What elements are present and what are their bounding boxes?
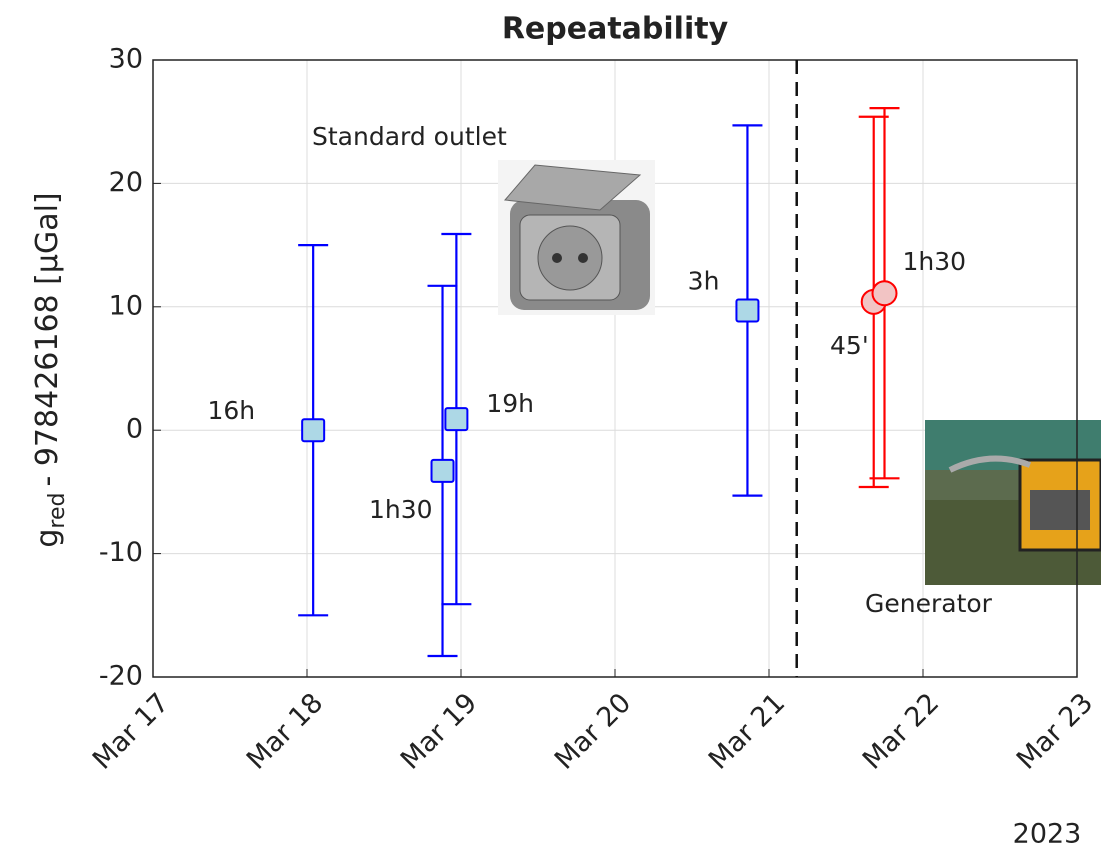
marker	[301, 418, 326, 443]
y-tick-label: 10	[109, 290, 143, 321]
marker	[430, 458, 455, 483]
point-label: 45'	[830, 331, 869, 360]
y-tick-label: -20	[99, 661, 143, 692]
y-tick-label: -10	[99, 537, 143, 568]
x-tick-label: Mar 23	[1011, 687, 1099, 775]
marker	[871, 280, 898, 307]
y-label-rest: - 978426168 [µGal]	[30, 192, 65, 486]
y-label-base: g	[30, 529, 65, 548]
series-name: Standard outlet	[312, 122, 507, 151]
generator-photo	[925, 420, 1101, 585]
chart-title: Repeatability	[502, 12, 729, 47]
x-tick-label: Mar 20	[549, 687, 637, 775]
y-tick-label: 0	[126, 414, 143, 445]
x-tick-label: Mar 21	[703, 687, 791, 775]
x-year-label: 2023	[1013, 819, 1082, 850]
x-tick-label: Mar 19	[395, 687, 483, 775]
y-axis-label: gred - 978426168 [µGal]	[30, 192, 71, 547]
point-label: 19h	[486, 389, 534, 418]
point-label: 16h	[208, 396, 256, 425]
marker	[444, 407, 469, 432]
point-label: 1h30	[903, 247, 967, 276]
y-tick-label: 30	[109, 44, 143, 75]
x-tick-label: Mar 17	[87, 687, 175, 775]
series-name: Generator	[865, 589, 993, 618]
y-label-sub: red	[45, 493, 70, 529]
x-tick-label: Mar 18	[241, 687, 329, 775]
point-label: 1h30	[369, 495, 433, 524]
y-tick-label: 20	[109, 167, 143, 198]
marker	[735, 298, 760, 323]
x-tick-label: Mar 22	[857, 687, 945, 775]
outlet-photo	[498, 160, 655, 315]
point-label: 3h	[688, 267, 720, 296]
